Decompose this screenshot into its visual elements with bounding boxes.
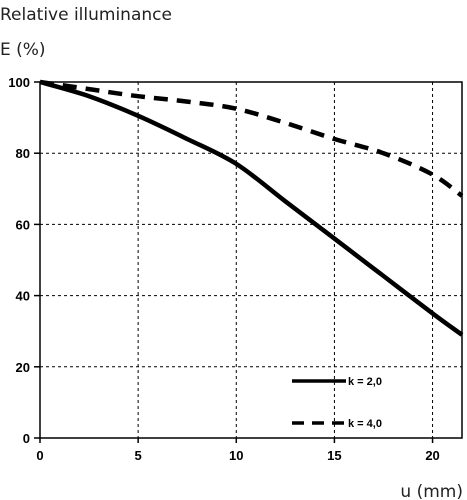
y-tick-label: 0	[23, 431, 30, 446]
chart-title: Relative illuminance	[0, 5, 172, 25]
x-tick-label: 5	[135, 448, 142, 463]
series-line-k4	[39, 79, 464, 198]
plot-frame	[39, 81, 463, 439]
y-tick-label: 40	[16, 289, 30, 304]
y-tick-label: 60	[16, 217, 30, 232]
legend-label: k = 4,0	[348, 418, 382, 430]
legend-label: k = 2,0	[348, 376, 382, 388]
y-tick-label: 100	[8, 75, 30, 90]
y-axis-label: E (%)	[0, 40, 46, 60]
x-axis-ticks: 0 5 10 15 20	[36, 438, 440, 463]
y-axis-ticks: 0 20 40 60 80 100	[8, 75, 40, 446]
x-axis-label: u (mm)	[400, 482, 463, 500]
x-tick-label: 15	[327, 448, 341, 463]
y-tick-label: 80	[16, 146, 30, 161]
x-tick-label: 10	[229, 448, 243, 463]
y-tick-label: 20	[16, 360, 30, 375]
x-tick-label: 20	[425, 448, 439, 463]
series-line-k2	[39, 79, 464, 337]
grid	[40, 82, 462, 438]
legend: k = 2,0 k = 4,0	[292, 376, 382, 430]
x-tick-label: 0	[36, 448, 43, 463]
series	[39, 79, 464, 337]
